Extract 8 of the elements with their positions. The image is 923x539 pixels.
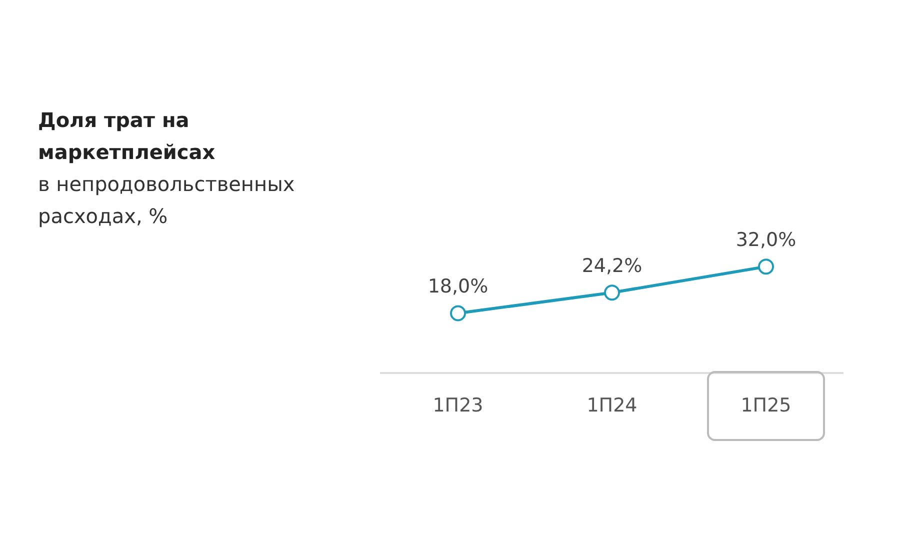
x-tick-label: 1П23 bbox=[432, 394, 484, 417]
data-label: 18,0% bbox=[428, 276, 488, 298]
data-label: 24,2% bbox=[582, 255, 642, 278]
x-tick-label: 1П24 bbox=[586, 394, 638, 417]
data-label: 32,0% bbox=[736, 229, 796, 252]
text: Доля трат на маркетплейсах bbox=[38, 107, 216, 166]
x-tick-label: 1П25 bbox=[740, 394, 792, 417]
text: в непродовольственных расходах, % bbox=[38, 171, 296, 230]
